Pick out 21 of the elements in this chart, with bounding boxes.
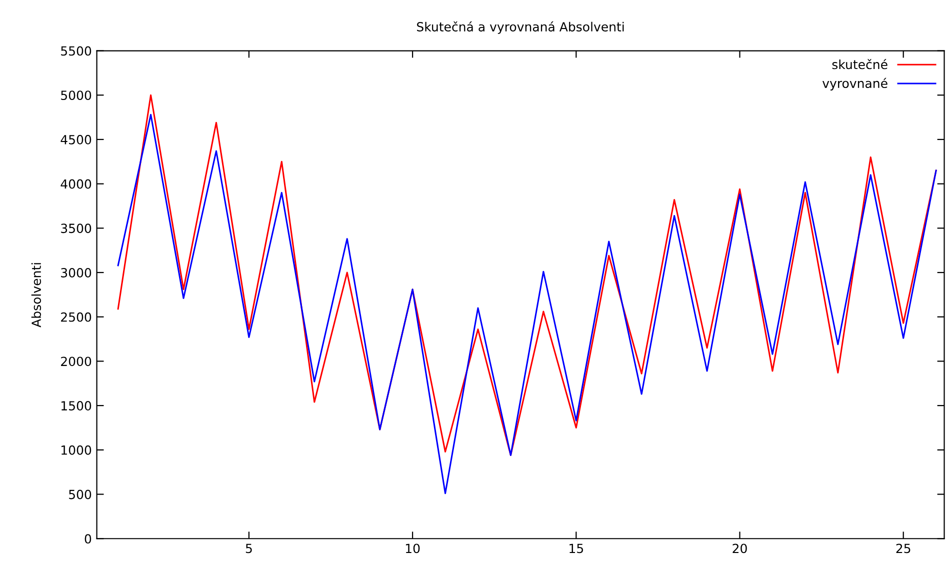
x-tick-label: 5 [246, 544, 252, 554]
y-tick-label: 5000 [61, 90, 92, 100]
y-tick-label: 1000 [61, 445, 92, 455]
x-tick-label: 20 [732, 544, 747, 554]
y-tick-label: 3500 [61, 224, 92, 234]
legend-label: vyrovnané [822, 78, 888, 90]
x-tick-label: 25 [896, 544, 910, 554]
y-tick-label: 0 [84, 534, 92, 544]
y-tick-label: 1500 [61, 401, 92, 410]
chart-title: Skutečná a vyrovnaná Absolventi [417, 21, 624, 34]
y-tick-label: 3000 [61, 268, 92, 278]
x-tick-label: 10 [406, 544, 420, 554]
y-tick-label: 2000 [61, 356, 92, 366]
legend-label: skutečné [832, 59, 888, 70]
y-tick-label: 4500 [60, 134, 92, 144]
y-tick-label: 4000 [60, 179, 92, 189]
y-tick-label: 5500 [61, 46, 92, 56]
x-tick-label: 15 [570, 544, 584, 554]
y-axis-title: Absolventi [31, 263, 42, 328]
y-tick-label: 2500 [61, 312, 92, 322]
y-tick-label: 500 [69, 490, 92, 500]
